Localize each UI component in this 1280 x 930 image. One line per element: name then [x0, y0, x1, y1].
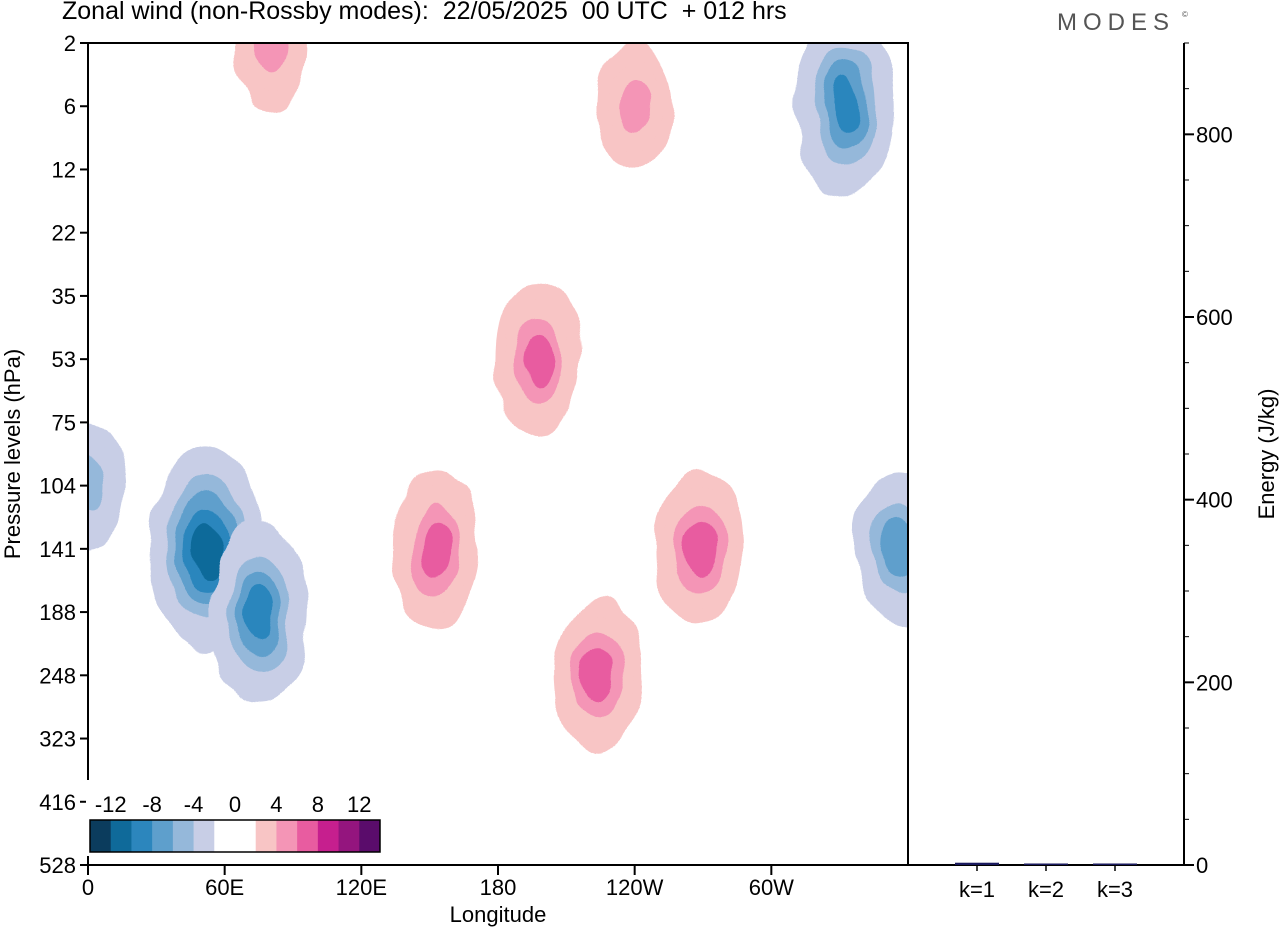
wind-feature — [233, 43, 308, 108]
y-tick-label: 248 — [39, 663, 76, 688]
y-tick-label: 35 — [52, 284, 76, 309]
colorbar-label: -8 — [142, 792, 162, 817]
x-tick-label: 120E — [336, 875, 387, 900]
colorbar-label: -12 — [95, 792, 127, 817]
colorbar-swatch — [317, 820, 340, 852]
wind-feature — [392, 470, 481, 627]
wind-feature — [855, 470, 908, 627]
y-tick-label: 323 — [39, 727, 76, 752]
energy-tick-label: 400 — [1196, 488, 1233, 513]
y-tick-label: 53 — [52, 347, 76, 372]
y-tick-label: 528 — [39, 853, 76, 878]
heatmap-y-ticks: 2 6 12 22 35 53 75 104 141 188 248 323 416 528 — [39, 31, 88, 878]
wind-feature — [597, 43, 672, 172]
colorbar-swatch — [172, 820, 195, 852]
y-tick-label: 104 — [39, 474, 76, 499]
colorbar-swatch — [90, 820, 112, 852]
wind-contour — [253, 43, 287, 72]
energy-tick-label: 600 — [1196, 305, 1233, 330]
energy-category-label: k=2 — [1028, 877, 1064, 902]
colorbar-swatch — [110, 820, 132, 852]
wind-contour — [88, 456, 105, 515]
colorbar-swatch — [255, 820, 277, 852]
y-tick-label: 188 — [39, 600, 76, 625]
wind-contour-field — [88, 43, 908, 754]
wind-contour — [192, 523, 221, 575]
chart-title: Zonal wind (non-Rossby modes): 22/05/202… — [62, 0, 787, 25]
wind-feature — [654, 470, 743, 627]
copyright-mark: © — [1182, 10, 1188, 19]
colorbar-swatch — [338, 820, 360, 852]
x-tick-label: 0 — [82, 875, 94, 900]
wind-feature — [495, 281, 583, 438]
colorbar-border — [89, 819, 381, 853]
energy-tick-label: 200 — [1196, 670, 1233, 695]
energy-bars: k=1 k=2 k=3 — [955, 862, 1137, 902]
x-tick-label: 60W — [749, 875, 794, 900]
wind-contour — [421, 521, 452, 576]
y-tick-label: 22 — [52, 221, 76, 246]
colorbar-swatch — [131, 820, 153, 852]
wind-contour — [583, 648, 614, 703]
colorbar-legend: -12 -8 -4 0 4 8 12 — [86, 780, 384, 856]
energy-y-ticks: 0 200 400 600 800 — [1184, 42, 1233, 878]
wind-feature — [794, 43, 895, 198]
energy-y-axis-label: Energy (J/kg) — [1254, 389, 1279, 520]
heatmap-y-axis-label: Pressure levels (hPa) — [0, 349, 25, 559]
wind-contour — [829, 80, 859, 133]
wind-contour — [618, 77, 652, 136]
x-tick-label: 60E — [205, 875, 244, 900]
y-tick-label: 2 — [64, 31, 76, 56]
wind-contour — [523, 332, 555, 387]
y-tick-label: 141 — [39, 537, 76, 562]
colorbar-label: 12 — [347, 792, 371, 817]
colorbar-swatch — [152, 820, 174, 852]
heatmap-x-axis-label: Longitude — [450, 902, 547, 927]
colorbar-swatch — [235, 820, 257, 852]
wind-contour — [244, 586, 274, 639]
energy-tick-label: 800 — [1196, 122, 1233, 147]
colorbar-swatch — [276, 820, 298, 852]
colorbar-label: 8 — [312, 792, 324, 817]
wind-feature — [88, 420, 126, 551]
colorbar-swatch — [214, 820, 236, 852]
energy-bar — [1093, 863, 1137, 865]
brand-logo: MODES — [1057, 9, 1176, 36]
colorbar-swatch — [297, 820, 319, 852]
colorbar-label: 0 — [229, 792, 241, 817]
colorbar-swatch — [193, 820, 215, 852]
energy-bar — [955, 862, 999, 865]
wind-feature — [208, 521, 309, 704]
wind-feature — [554, 597, 642, 754]
y-tick-label: 12 — [52, 157, 76, 182]
colorbar-label: 4 — [270, 792, 282, 817]
heatmap-x-ticks: 0 60E 120E 180 120W 60W — [82, 865, 794, 900]
energy-category-label: k=3 — [1097, 877, 1133, 902]
energy-bar — [1024, 863, 1068, 865]
x-tick-label: 180 — [480, 875, 517, 900]
y-tick-label: 6 — [64, 94, 76, 119]
y-tick-label: 75 — [52, 410, 76, 435]
colorbar-swatch — [359, 820, 381, 852]
wind-contour — [683, 521, 714, 576]
x-tick-label: 120W — [606, 875, 664, 900]
energy-category-label: k=1 — [959, 877, 995, 902]
wind-contour — [883, 521, 908, 576]
energy-tick-label: 0 — [1196, 853, 1208, 878]
y-tick-label: 416 — [39, 790, 76, 815]
colorbar-label: -4 — [184, 792, 204, 817]
